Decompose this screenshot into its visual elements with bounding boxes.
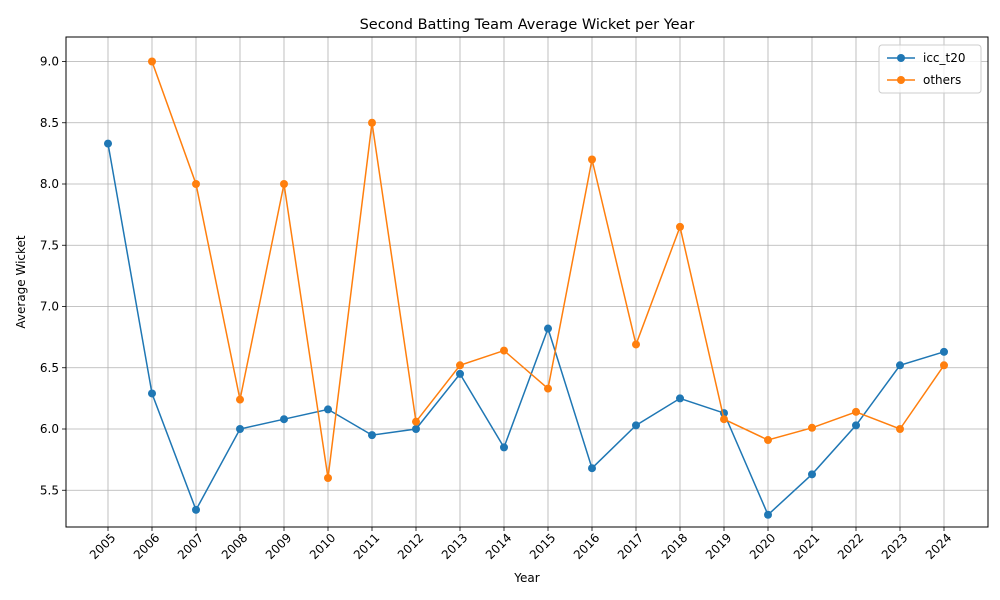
plot-frame [65, 36, 989, 528]
legend-marker [897, 76, 905, 84]
data-point-icc_t20 [676, 394, 684, 403]
data-point-icc_t20 [324, 405, 332, 414]
series-others [148, 57, 948, 482]
y-axis-title: Average Wicket [14, 235, 28, 329]
y-tick-label: 7.5 [40, 238, 59, 252]
legend-item-others: others [887, 73, 961, 87]
data-point-others [632, 340, 640, 349]
data-point-others [940, 361, 948, 370]
data-point-icc_t20 [412, 425, 420, 433]
legend-label: icc_t20 [923, 51, 966, 65]
data-point-others [368, 118, 376, 127]
data-point-others [148, 57, 156, 66]
data-point-icc_t20 [852, 421, 860, 430]
data-point-others [412, 417, 420, 426]
data-point-others [676, 222, 684, 231]
data-point-others [588, 155, 596, 164]
data-point-icc_t20 [368, 431, 376, 440]
series-layer [104, 57, 948, 519]
y-tick-label: 8.0 [40, 177, 59, 191]
series-line-icc_t20 [107, 143, 945, 517]
series-icc_t20 [104, 139, 948, 519]
data-point-others [720, 415, 728, 424]
data-point-others [280, 180, 288, 188]
data-point-icc_t20 [764, 510, 772, 519]
y-tick-label: 6.5 [40, 361, 59, 375]
data-point-others [500, 346, 508, 355]
data-point-icc_t20 [896, 361, 904, 370]
data-point-others [808, 423, 816, 432]
data-point-icc_t20 [940, 347, 948, 356]
data-point-icc_t20 [632, 421, 640, 430]
legend-item-icc_t20: icc_t20 [887, 51, 966, 65]
data-point-others [324, 474, 332, 482]
x-axis-title: Year [513, 571, 539, 585]
y-axis: 5.5 6.0 6.5 7.0 7.5 8.0 8.5 9.0 [40, 55, 66, 497]
data-point-others [456, 361, 464, 370]
legend-label: others [923, 73, 961, 87]
data-point-icc_t20 [500, 443, 508, 452]
data-point-icc_t20 [808, 470, 816, 479]
data-point-icc_t20 [148, 389, 156, 398]
data-point-others [764, 436, 772, 445]
data-point-icc_t20 [192, 505, 200, 514]
data-point-icc_t20 [236, 425, 244, 433]
y-tick-label: 9.0 [40, 55, 59, 69]
y-tick-label: 5.5 [40, 483, 59, 497]
data-point-icc_t20 [588, 464, 596, 473]
legend-marker [897, 54, 905, 62]
y-tick-label: 7.0 [40, 300, 59, 314]
y-tick-label: 8.5 [40, 116, 59, 130]
data-point-icc_t20 [280, 415, 288, 424]
chart-title: Second Batting Team Average Wicket per Y… [360, 17, 695, 33]
data-point-others [896, 425, 904, 433]
grid-lines [66, 37, 988, 527]
data-point-others [852, 407, 860, 416]
data-point-others [544, 384, 552, 393]
data-point-others [236, 395, 244, 404]
data-point-others [192, 180, 200, 188]
data-point-icc_t20 [544, 324, 552, 333]
y-tick-label: 6.0 [40, 422, 59, 436]
data-point-icc_t20 [104, 139, 112, 148]
data-point-icc_t20 [456, 369, 464, 378]
